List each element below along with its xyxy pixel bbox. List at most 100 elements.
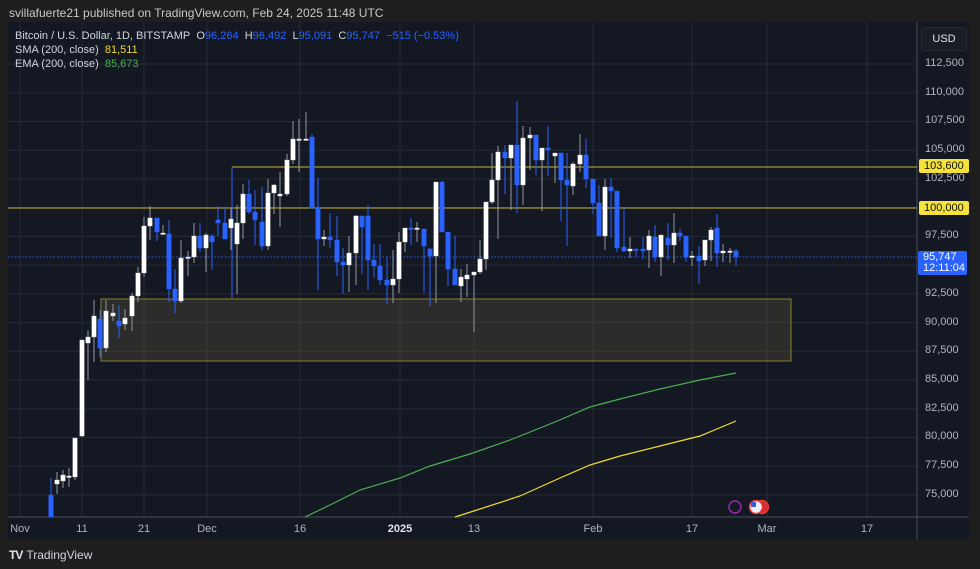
candle-down [502,151,508,159]
candle-down [421,228,427,247]
candle-up [353,215,359,254]
candle-up [602,186,608,237]
candle-up [489,179,495,203]
tradingview-branding[interactable]: TV TradingView [9,548,92,562]
candle-down [621,246,627,252]
candle-down [252,211,258,221]
price-tick: 112,500 [925,57,964,69]
price-tick: 82,500 [925,401,959,414]
candle-up [185,256,191,259]
candle-up [85,336,91,344]
candle-up [552,152,558,157]
flag-canton [751,502,756,507]
candle-up [290,138,296,161]
ema-line [304,372,737,518]
time-tick: Mar [757,523,777,535]
level-badge-103600: 103,600 [919,159,969,173]
candle-down [209,235,215,243]
candle-up [296,138,302,141]
high-value: 96,492 [252,30,287,42]
candle-up [103,310,109,349]
candle-down [246,193,252,213]
candle-up [240,193,246,224]
candle-up [402,227,408,243]
candle-down [733,250,739,258]
candle-down [327,236,333,241]
last-price-badge: 95,747 12:11:04 [918,251,967,275]
candle-down [608,186,614,192]
time-tick: 11 [76,523,88,535]
candle-up [203,234,209,249]
time-tick: 13 [467,523,481,535]
price-tick: 107,500 [925,114,965,127]
candle-down [197,235,203,249]
candle-down [340,261,346,266]
candle-up [433,181,439,257]
candle-up [271,184,277,194]
lightning-event-icon [728,500,742,514]
price-tick: 105,000 [925,143,965,156]
candle-down [259,221,265,247]
currency-button[interactable]: USD [921,27,967,51]
symbol-title: Bitcoin / U.S. Dollar, 1D, BITSTAMP [15,30,191,42]
candle-up [527,134,533,139]
candle-down [439,181,445,233]
price-tick: 97,500 [925,229,959,242]
candle-down [154,217,160,233]
candle-down [590,178,596,204]
candle-down [384,279,390,286]
sma-legend-row[interactable]: SMA (200, close) 81,511 [15,44,138,56]
publish-info: svillafuerte21 published on TradingView.… [9,6,384,20]
candle-up [495,151,501,181]
candle-down [334,239,340,263]
candle-up [91,315,97,338]
candle-down [683,235,689,258]
price-tick: 110,000 [925,85,964,98]
price-tick: 77,500 [925,459,959,472]
candle-down [596,202,602,237]
close-value: 95,747 [346,30,380,42]
candle-up [277,193,283,197]
candle-up [477,258,483,273]
candle-up [122,317,128,325]
candle-down [564,179,570,186]
candle-up [702,239,708,261]
candle-up [54,479,60,485]
time-tick: Dec [197,523,217,535]
candle-down [583,154,589,180]
candle-down [427,248,433,257]
price-tick: 87,500 [925,344,959,357]
candle-down [614,190,620,249]
time-tick: 17 [860,523,874,535]
open-value: 96,264 [204,30,239,42]
candle-up [110,312,116,317]
candle-up [303,138,309,141]
candle-up [520,137,526,186]
candle-up [689,255,695,258]
candle-down [172,288,178,302]
candle-up [228,218,234,229]
candle-down [222,222,228,240]
candle-down [677,232,683,237]
time-tick: 21 [137,523,151,535]
candle-up [708,229,714,241]
candle-down [365,215,371,261]
candle-down [545,147,551,151]
symbol-legend-row: Bitcoin / U.S. Dollar, 1D, BITSTAMP O96,… [15,30,459,42]
candle-up [135,272,141,297]
level-badge-100000: 100,000 [919,201,969,215]
candle-up [72,437,78,478]
candle-up [321,236,327,240]
price-tick: 90,000 [925,315,959,328]
chart-legend: Bitcoin / U.S. Dollar, 1D, BITSTAMP O96,… [15,29,459,71]
ema-legend-row[interactable]: EMA (200, close) 85,673 [15,58,139,70]
candle-down [371,259,377,267]
candle-down [116,320,122,327]
price-tick: 102,500 [925,171,965,184]
time-tick: 2025 [387,523,413,535]
candle-up [627,248,633,252]
candle-up [390,278,396,286]
candle-up [234,222,240,245]
candle-down [714,227,720,254]
